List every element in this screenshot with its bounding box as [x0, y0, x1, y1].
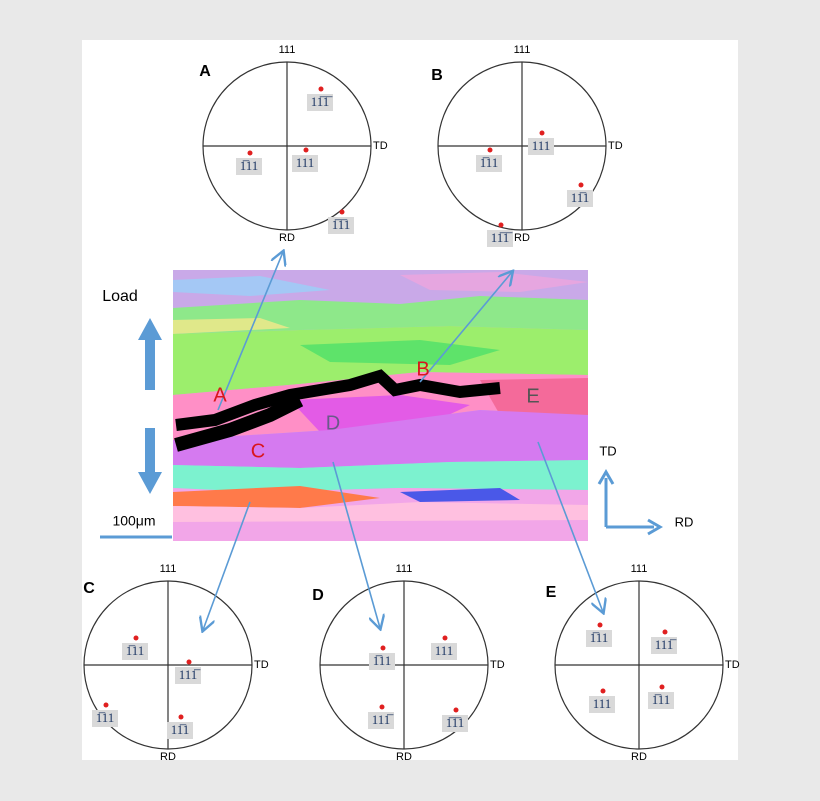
pole-figure-right: TD	[725, 659, 740, 671]
pole-label-box	[567, 190, 593, 207]
pole-figure-right: TD	[373, 140, 388, 152]
arrows	[100, 252, 663, 630]
pole-label-box	[648, 692, 674, 709]
pole-label-box	[476, 155, 502, 172]
pole-dot	[247, 150, 253, 156]
pole-figure-right: TD	[490, 659, 505, 671]
pole-label: 1̅11	[96, 710, 115, 725]
pole-figure-letter: D	[312, 587, 324, 604]
pole-label-box	[369, 653, 395, 670]
pole-dot	[659, 684, 665, 690]
pole-label: 11̅1	[171, 722, 190, 737]
pole-dot	[133, 635, 139, 641]
region-label: B	[416, 358, 429, 380]
pole-label-box	[589, 696, 615, 713]
pole-figure-right: TD	[608, 140, 623, 152]
pole-label-box	[328, 217, 354, 234]
pole-label-box	[586, 630, 612, 647]
load-label: Load	[102, 288, 138, 305]
pole-figure-letter: E	[546, 584, 557, 601]
pole-dot	[379, 704, 385, 710]
axis-rd: RD	[675, 514, 694, 529]
pole-figure-top: 111	[514, 44, 531, 56]
pole-label-box	[307, 94, 333, 111]
pole-label: 11̅1	[571, 190, 590, 205]
pole-label: 1̅11	[652, 692, 671, 707]
pole-label: 1̅11	[480, 155, 499, 170]
pole-label-box	[431, 643, 457, 660]
region-label: E	[526, 385, 539, 407]
pole-label-box	[167, 722, 193, 739]
orientation-map	[173, 270, 588, 541]
pole-label: 111	[435, 643, 454, 658]
pole-dot	[539, 130, 545, 136]
pole-figure-letter: B	[431, 67, 443, 84]
pole-label-box	[292, 155, 318, 172]
pole-dot	[339, 209, 345, 215]
pole-label-box	[487, 230, 513, 247]
pole-label: 111̅	[655, 637, 678, 652]
pole-label: 1̅11	[373, 653, 392, 668]
pole-label-box	[528, 138, 554, 155]
region-label: D	[326, 412, 340, 434]
pole-label: 1̅11	[590, 630, 609, 645]
pole-label: 11̅1̅	[491, 230, 514, 245]
pole-dot	[578, 182, 584, 188]
pole-label-box	[442, 715, 468, 732]
pole-label: 1̅11	[126, 643, 145, 658]
pole-label-box	[236, 158, 262, 175]
pole-label: 111	[532, 138, 551, 153]
pole-label-box	[175, 667, 201, 684]
pole-dot	[662, 629, 668, 635]
pole-label: 1̅11	[240, 158, 259, 173]
pole-figure-bottom: RD	[631, 751, 647, 763]
pole-figure-letter: C	[83, 580, 95, 597]
pole-dot	[600, 688, 606, 694]
pole-dot	[453, 707, 459, 713]
pole-label: 111̅	[372, 712, 395, 727]
pole-dot	[178, 714, 184, 720]
pole-dot	[442, 635, 448, 641]
pole-figure-bottom: RD	[396, 751, 412, 763]
pole-dot	[498, 222, 504, 228]
pole-figure-top: 111	[631, 563, 648, 575]
pole-label: 11̅1̅	[311, 94, 334, 109]
pole-dot	[380, 645, 386, 651]
pole-dot	[303, 147, 309, 153]
pole-label: 1̅1̅1	[446, 715, 465, 730]
region-label: C	[251, 440, 265, 462]
scale-label: 100μm	[112, 513, 155, 529]
pole-figure-bottom: RD	[279, 232, 295, 244]
pole-dot	[186, 659, 192, 665]
pole-dot	[318, 86, 324, 92]
pole-label-box	[122, 643, 148, 660]
axis-td: TD	[599, 443, 616, 458]
pole-figure-bottom: RD	[160, 751, 176, 763]
pole-dot	[487, 147, 493, 153]
pole-label: 1̅1̅1	[332, 217, 351, 232]
pole-figure-letter: A	[199, 63, 211, 80]
pole-label: 111	[296, 155, 315, 170]
region-label: A	[213, 384, 227, 406]
pole-label-box	[92, 710, 118, 727]
pole-label-box	[368, 712, 394, 729]
pole-dot	[597, 622, 603, 628]
pole-figure-right: TD	[254, 659, 269, 671]
pole-dot	[103, 702, 109, 708]
pole-figure-bottom: RD	[514, 232, 530, 244]
pole-figure-top: 111	[160, 563, 177, 575]
pole-label-box	[651, 637, 677, 654]
pole-label: 111	[593, 696, 612, 711]
pole-figure-top: 111	[396, 563, 413, 575]
pole-label: 111̅	[179, 667, 202, 682]
pole-figure-top: 111	[279, 44, 296, 56]
